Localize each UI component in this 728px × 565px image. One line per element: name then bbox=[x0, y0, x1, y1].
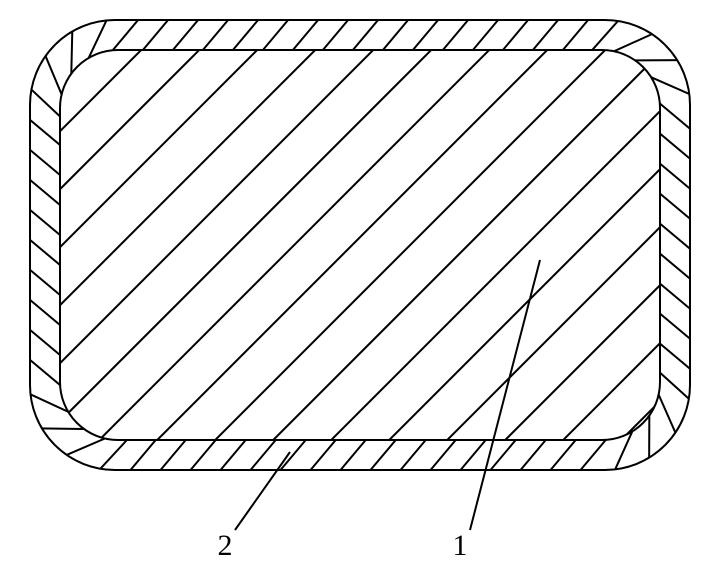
callout-label-1: 1 bbox=[453, 529, 468, 562]
callout-leader-2 bbox=[235, 452, 290, 530]
callouts: 12 bbox=[218, 260, 541, 562]
inner-outline bbox=[60, 50, 660, 440]
shell-hatch bbox=[4, 0, 716, 496]
callout-label-2: 2 bbox=[218, 529, 233, 562]
core-hatch bbox=[10, 0, 710, 565]
cross-section-diagram: 12 bbox=[0, 0, 728, 565]
outer-outline bbox=[30, 20, 690, 470]
